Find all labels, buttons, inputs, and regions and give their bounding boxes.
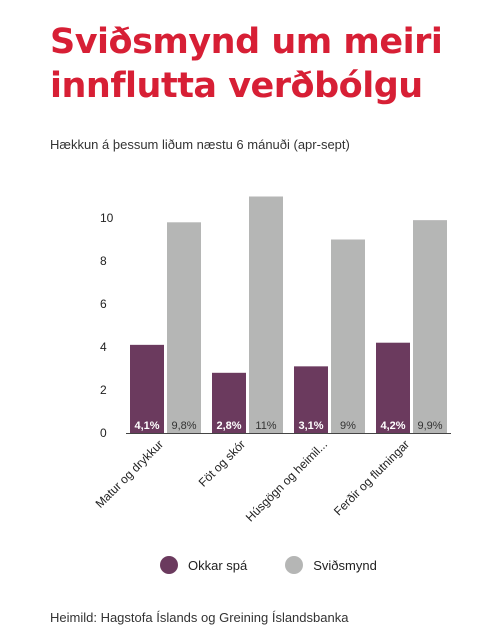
source-note: Heimild: Hagstofa Íslands og Greining Ís… xyxy=(50,610,349,625)
data-label: 9% xyxy=(340,420,356,432)
bar-svidsmynd xyxy=(413,220,447,433)
data-label: 9,9% xyxy=(417,420,442,432)
bar-okkar-spa xyxy=(294,366,328,433)
y-tick-label: 10 xyxy=(100,211,114,225)
y-axis: 0 2 4 6 8 10 xyxy=(100,211,114,440)
data-label: 4,1% xyxy=(134,420,159,432)
data-label: 11% xyxy=(255,420,276,432)
data-label: 4,2% xyxy=(380,420,405,432)
y-tick-label: 8 xyxy=(100,254,107,268)
bar-svidsmynd xyxy=(249,196,283,433)
legend: Okkar spá Sviðsmynd xyxy=(160,556,415,574)
data-label: 2,8% xyxy=(216,420,241,432)
x-tick-label: Matur og drykkur xyxy=(93,437,167,511)
legend-label-svidsmynd: Sviðsmynd xyxy=(313,557,377,573)
bar-svidsmynd xyxy=(167,222,201,433)
bar-okkar-spa xyxy=(130,344,164,433)
chart-subtitle: Hækkun á þessum liðum næstu 6 mánuði (ap… xyxy=(50,137,350,152)
data-label: 9,8% xyxy=(171,420,196,432)
bar-okkar-spa xyxy=(376,342,410,433)
bar-okkar-spa xyxy=(212,372,246,433)
y-tick-label: 4 xyxy=(100,340,107,354)
legend-swatch-okkar-spa xyxy=(160,556,178,574)
x-tick-label: Föt og skór xyxy=(196,437,248,489)
legend-item-svidsmynd: Sviðsmynd xyxy=(285,556,377,574)
data-label: 3,1% xyxy=(298,420,323,432)
chart-title: Sviðsmynd um meiri innflutta verðbólgu xyxy=(50,22,443,106)
data-labels: 4,1% 9,8% 2,8% 11% 3,1% 9% 4,2% 9,9% xyxy=(134,420,442,432)
y-tick-label: 2 xyxy=(100,383,107,397)
legend-item-okkar-spa: Okkar spá xyxy=(160,556,247,574)
legend-swatch-svidsmynd xyxy=(285,556,304,574)
x-tick-label: Húsgögn og heimil... xyxy=(243,437,330,524)
x-tick-label: Ferðir og flutningar xyxy=(331,437,412,518)
bar-svidsmynd xyxy=(331,239,365,433)
legend-label-okkar-spa: Okkar spá xyxy=(188,557,248,573)
bars xyxy=(130,196,447,433)
bar-chart: 0 2 4 6 8 10 4,1% 9,8% 2,8% 11% 3,1% 9% 4,2% 9,9% Ma… xyxy=(93,196,451,524)
y-tick-label: 6 xyxy=(100,297,107,311)
y-tick-label: 0 xyxy=(100,426,107,440)
